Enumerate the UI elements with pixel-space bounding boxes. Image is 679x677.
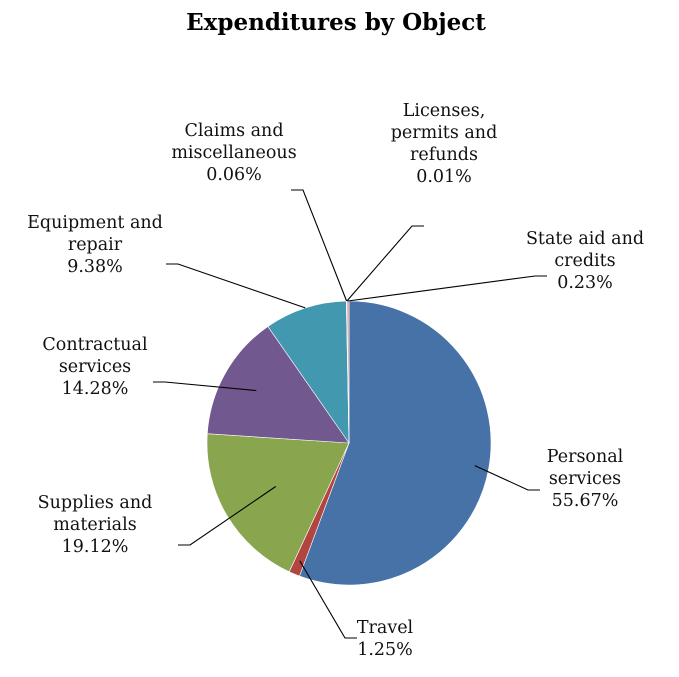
leader-lines	[153, 189, 547, 639]
slice-label-line: credits	[554, 251, 615, 271]
leader-line	[474, 465, 540, 491]
slice-value-label: 1.25%	[357, 640, 413, 660]
slice-label: Supplies and materials 19.12%	[38, 493, 153, 557]
slice-label: Personal services 55.67%	[547, 447, 624, 511]
slice-value-label: 0.01%	[416, 167, 472, 187]
slice-value-label: 55.67%	[552, 491, 619, 511]
slice-value-label: 9.38%	[67, 257, 123, 277]
slice-label: Licenses, permits and refunds 0.01%	[391, 101, 498, 187]
leader-line	[346, 225, 424, 302]
slice-label: Equipment and repair 9.38%	[27, 213, 163, 277]
slice-label-line: services	[549, 469, 621, 489]
chart-title: Expenditures by Object	[186, 9, 486, 36]
slice-label: Claims and miscellaneous 0.06%	[171, 121, 296, 185]
slice-label-line: repair	[68, 235, 123, 255]
slice-label: State aid and credits 0.23%	[526, 229, 644, 293]
leader-line	[166, 263, 306, 309]
leader-line	[178, 486, 277, 546]
leader-line	[347, 275, 547, 302]
slice-label-line: Equipment and	[27, 213, 163, 233]
pie-slice-personal-services	[299, 300, 492, 586]
slice-labels: Personal services 55.67%Travel 1.25%Supplie…	[27, 101, 644, 660]
leader-line	[299, 560, 357, 639]
pie-slice-equipment-and-repair	[267, 300, 350, 444]
slice-label-line: Personal	[547, 447, 624, 467]
slice-label-line: State aid and	[526, 229, 644, 249]
slice-value-label: 0.23%	[557, 273, 613, 293]
slice-label-line: Contractual	[42, 335, 148, 355]
slice-value-label: 19.12%	[62, 537, 129, 557]
slice-label: Travel 1.25%	[357, 618, 414, 660]
slice-label-line: Claims and	[184, 121, 283, 141]
leader-line	[291, 189, 348, 302]
slice-label-line: Travel	[357, 618, 414, 638]
leader-line	[153, 381, 257, 392]
pie-slices	[206, 300, 492, 586]
slice-label-line: permits and	[391, 123, 498, 143]
pie-slice-contractual-services	[206, 326, 350, 444]
slice-value-label: 0.06%	[206, 165, 262, 185]
pie-slice-supplies-and-materials	[206, 433, 350, 573]
slice-label-line: Licenses,	[403, 101, 486, 121]
slice-label: Contractual services 14.28%	[42, 335, 148, 399]
slice-label-line: services	[59, 357, 131, 377]
slice-value-label: 14.28%	[62, 379, 129, 399]
slice-label-line: Supplies and	[38, 493, 153, 513]
slice-label-line: refunds	[410, 145, 478, 165]
slice-label-line: materials	[53, 515, 136, 535]
slice-label-line: miscellaneous	[171, 143, 296, 163]
